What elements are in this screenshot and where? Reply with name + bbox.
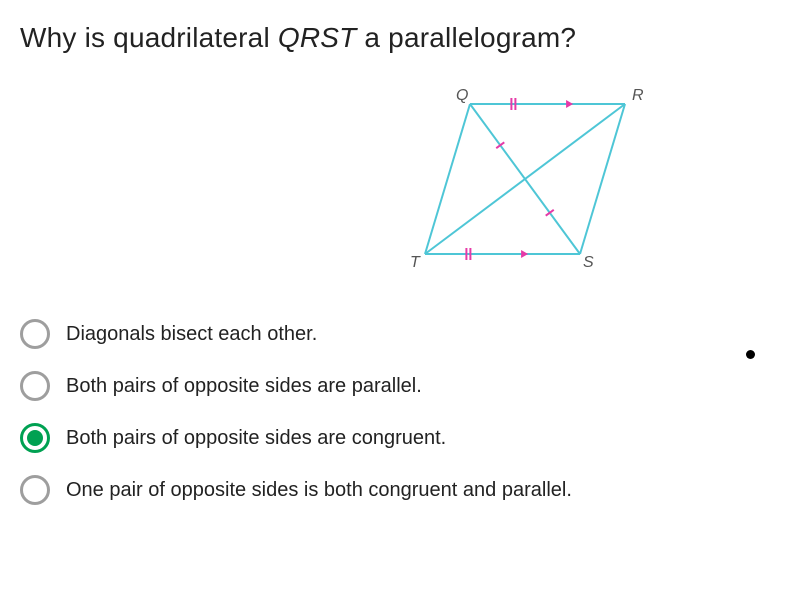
decorative-dot [746,350,755,359]
radio-1[interactable] [20,371,50,401]
radio-0[interactable] [20,319,50,349]
diagram-svg: Q R S T [400,84,660,279]
options-list: Diagonals bisect each other. Both pairs o… [20,319,780,505]
option-label-1: Both pairs of opposite sides are paralle… [66,375,422,398]
option-2[interactable]: Both pairs of opposite sides are congrue… [20,423,780,453]
question-italic: QRST [278,22,357,53]
radio-3[interactable] [20,475,50,505]
option-label-3: One pair of opposite sides is both congr… [66,479,572,502]
option-3[interactable]: One pair of opposite sides is both congr… [20,475,780,505]
parallelogram-diagram: Q R S T [400,84,660,279]
option-0[interactable]: Diagonals bisect each other. [20,319,780,349]
option-1[interactable]: Both pairs of opposite sides are paralle… [20,371,780,401]
option-label-2: Both pairs of opposite sides are congrue… [66,427,446,450]
question-text: Why is quadrilateral QRST a parallelogra… [20,22,780,54]
svg-text:T: T [410,254,421,271]
question-suffix: a parallelogram? [356,22,576,53]
svg-text:S: S [583,254,594,271]
svg-text:Q: Q [456,87,468,104]
option-label-0: Diagonals bisect each other. [66,323,317,346]
question-prefix: Why is quadrilateral [20,22,278,53]
radio-2[interactable] [20,423,50,453]
svg-text:R: R [632,87,644,104]
